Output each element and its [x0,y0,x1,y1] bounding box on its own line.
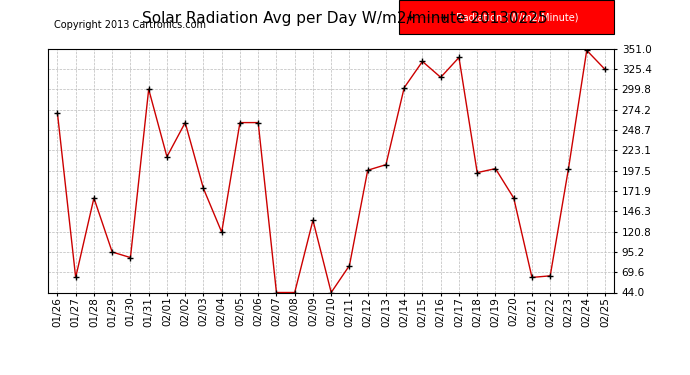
Text: Solar Radiation Avg per Day W/m2/minute 20130225: Solar Radiation Avg per Day W/m2/minute … [142,11,548,26]
Text: Radiation (W/m2/Minute): Radiation (W/m2/Minute) [455,12,578,22]
FancyBboxPatch shape [399,0,614,34]
Text: Copyright 2013 Cartronics.com: Copyright 2013 Cartronics.com [54,20,206,30]
